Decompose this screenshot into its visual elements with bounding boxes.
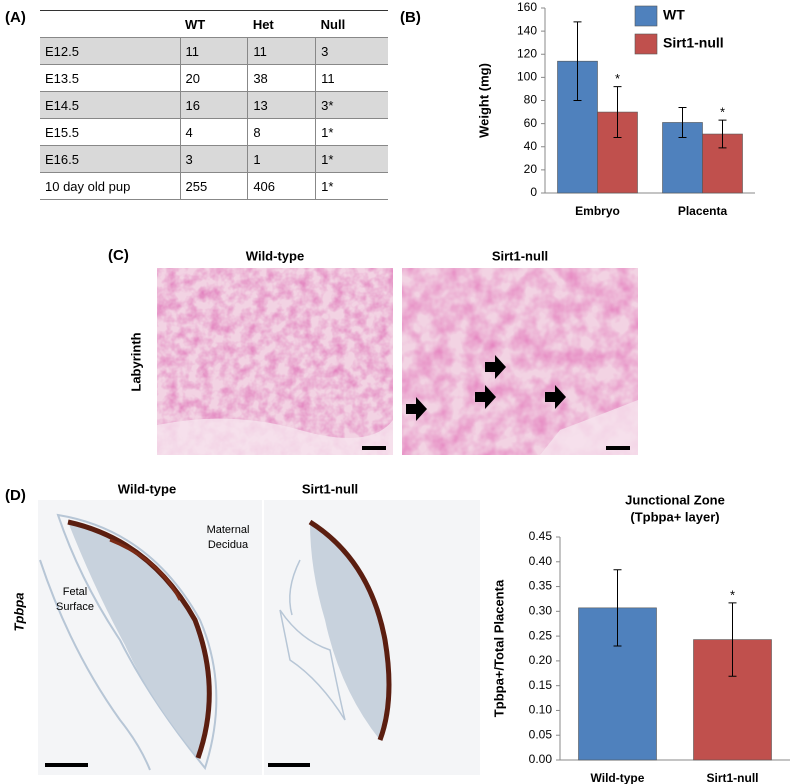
row-header: E16.5 [40, 145, 180, 173]
row-header: E12.5 [40, 37, 180, 65]
chart-title: Junctional Zone [625, 492, 725, 507]
error-bar [613, 569, 622, 647]
table-cell: 20 [179, 64, 248, 92]
table-cell: 13 [247, 91, 316, 119]
image-title: Wild-type [118, 481, 176, 496]
table-cell: 3 [179, 145, 248, 173]
y-tick-label: 120 [517, 46, 537, 60]
annotation: Fetal [63, 586, 87, 598]
table-row: E16.5 3 1 1* [40, 145, 388, 173]
y-tick-label: 0.25 [529, 628, 553, 642]
micrograph [157, 268, 393, 455]
image-title: Sirt1-null [492, 248, 548, 263]
table-cell: 3 [315, 37, 388, 65]
table-cell: 11 [247, 37, 316, 65]
panel-label: (C) [108, 247, 129, 264]
x-tick-label: Wild-type [591, 771, 645, 784]
significance-marker: * [730, 587, 735, 602]
panel-label: (B) [400, 9, 421, 26]
y-axis-label: Tpbpa+/Total Placenta [491, 579, 506, 717]
table-cell: 11 [315, 64, 388, 92]
error-bar [613, 86, 622, 138]
table-cell: 1* [315, 145, 388, 173]
y-tick-label: 0.15 [529, 678, 553, 692]
table-row: E15.5 4 8 1* [40, 118, 388, 146]
table-cell: 16 [179, 91, 248, 119]
chart-subtitle: (Tpbpa+ layer) [630, 509, 719, 524]
data-table: WT Het Null E12.5 11 11 3 E13.5 20 38 11 E14.5 16 13 3… [40, 10, 388, 200]
y-tick-label: 20 [524, 162, 538, 176]
table-cell: 8 [247, 118, 316, 146]
error-bar [678, 106, 687, 138]
y-tick-label: 60 [524, 116, 538, 130]
y-axis-label: Weight (mg) [476, 63, 491, 138]
y-tick-label: 140 [517, 23, 537, 37]
y-tick-label: 0.45 [529, 529, 553, 543]
table-cell: 11 [179, 37, 248, 65]
micrograph [264, 500, 480, 775]
column-header: Het [247, 10, 316, 38]
micrograph: Maternal Decidua Fetal Surface [38, 500, 262, 775]
annotation: Surface [56, 601, 94, 613]
row-header: E13.5 [40, 64, 180, 92]
column-header: Null [315, 10, 388, 38]
row-header: E14.5 [40, 91, 180, 119]
table-cell: 1* [315, 172, 388, 200]
panel-label: (A) [5, 9, 26, 26]
x-tick-label: Sirt1-null [706, 771, 758, 784]
legend-label: WT [663, 7, 685, 23]
table-cell: 1* [315, 118, 388, 146]
table-row: 10 day old pup 255 406 1* [40, 172, 388, 200]
y-tick-label: 0 [530, 185, 537, 199]
table-header-row: WT Het Null [40, 10, 388, 38]
column-header: WT [180, 10, 248, 38]
significance-marker: * [615, 71, 620, 86]
image-title: Sirt1-null [302, 481, 358, 496]
y-tick-label: 100 [517, 70, 537, 84]
y-tick-label: 0.05 [529, 727, 553, 741]
table-corner [40, 10, 180, 38]
y-tick-label: 0.40 [529, 554, 553, 568]
row-header: E15.5 [40, 118, 180, 146]
error-bar [718, 119, 727, 149]
row-label: Labyrinth [128, 332, 143, 391]
table-cell: 3* [315, 91, 388, 119]
table-cell: 38 [247, 64, 316, 92]
x-tick-label: Embryo [575, 204, 620, 218]
row-label: Tpbpa [11, 593, 26, 632]
image-title: Wild-type [246, 248, 304, 263]
y-tick-label: 0.10 [529, 703, 553, 717]
legend-swatch [634, 33, 658, 55]
error-bar [573, 21, 582, 101]
table-cell: 406 [247, 172, 316, 200]
table-cell: 255 [179, 172, 248, 200]
error-bar [728, 602, 737, 677]
y-tick-label: 0.00 [529, 752, 553, 766]
y-tick-label: 0.35 [529, 579, 553, 593]
y-tick-label: 0.20 [529, 653, 553, 667]
micrograph [402, 268, 638, 455]
panel-label: (D) [5, 487, 26, 504]
legend-label: Sirt1-null [663, 35, 724, 51]
annotation: Decidua [208, 539, 249, 551]
annotation: Maternal [207, 524, 250, 536]
y-tick-label: 40 [524, 139, 538, 153]
legend-swatch [634, 5, 658, 27]
table-cell: 1 [247, 145, 316, 173]
y-tick-label: 0.30 [529, 604, 553, 618]
table-row: E14.5 16 13 3* [40, 91, 388, 119]
y-tick-label: 80 [524, 93, 538, 107]
x-tick-label: Placenta [678, 204, 728, 218]
table-row: E12.5 11 11 3 [40, 37, 388, 65]
y-tick-label: 160 [517, 0, 537, 14]
significance-marker: * [720, 105, 725, 120]
table-row: E13.5 20 38 11 [40, 64, 388, 92]
table-cell: 4 [179, 118, 248, 146]
row-header: 10 day old pup [40, 172, 180, 200]
